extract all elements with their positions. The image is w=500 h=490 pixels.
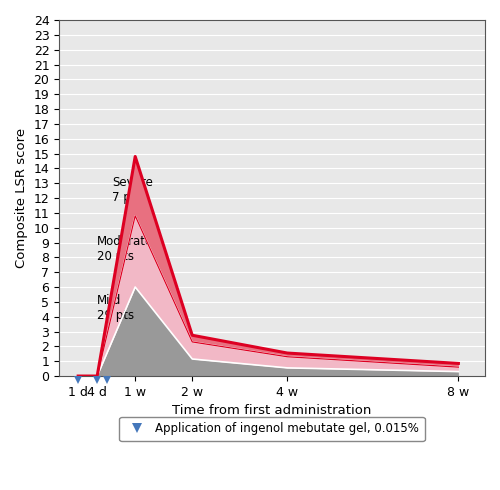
Text: Mild
29 pts: Mild 29 pts <box>97 294 134 322</box>
Text: Moderate
20 pts: Moderate 20 pts <box>97 235 154 263</box>
Y-axis label: Composite LSR score: Composite LSR score <box>15 128 28 268</box>
X-axis label: Time from first administration: Time from first administration <box>172 404 372 417</box>
Legend: Application of ingenol mebutate gel, 0.015%: Application of ingenol mebutate gel, 0.0… <box>120 416 424 441</box>
Text: Severe
7 pts: Severe 7 pts <box>112 176 154 204</box>
